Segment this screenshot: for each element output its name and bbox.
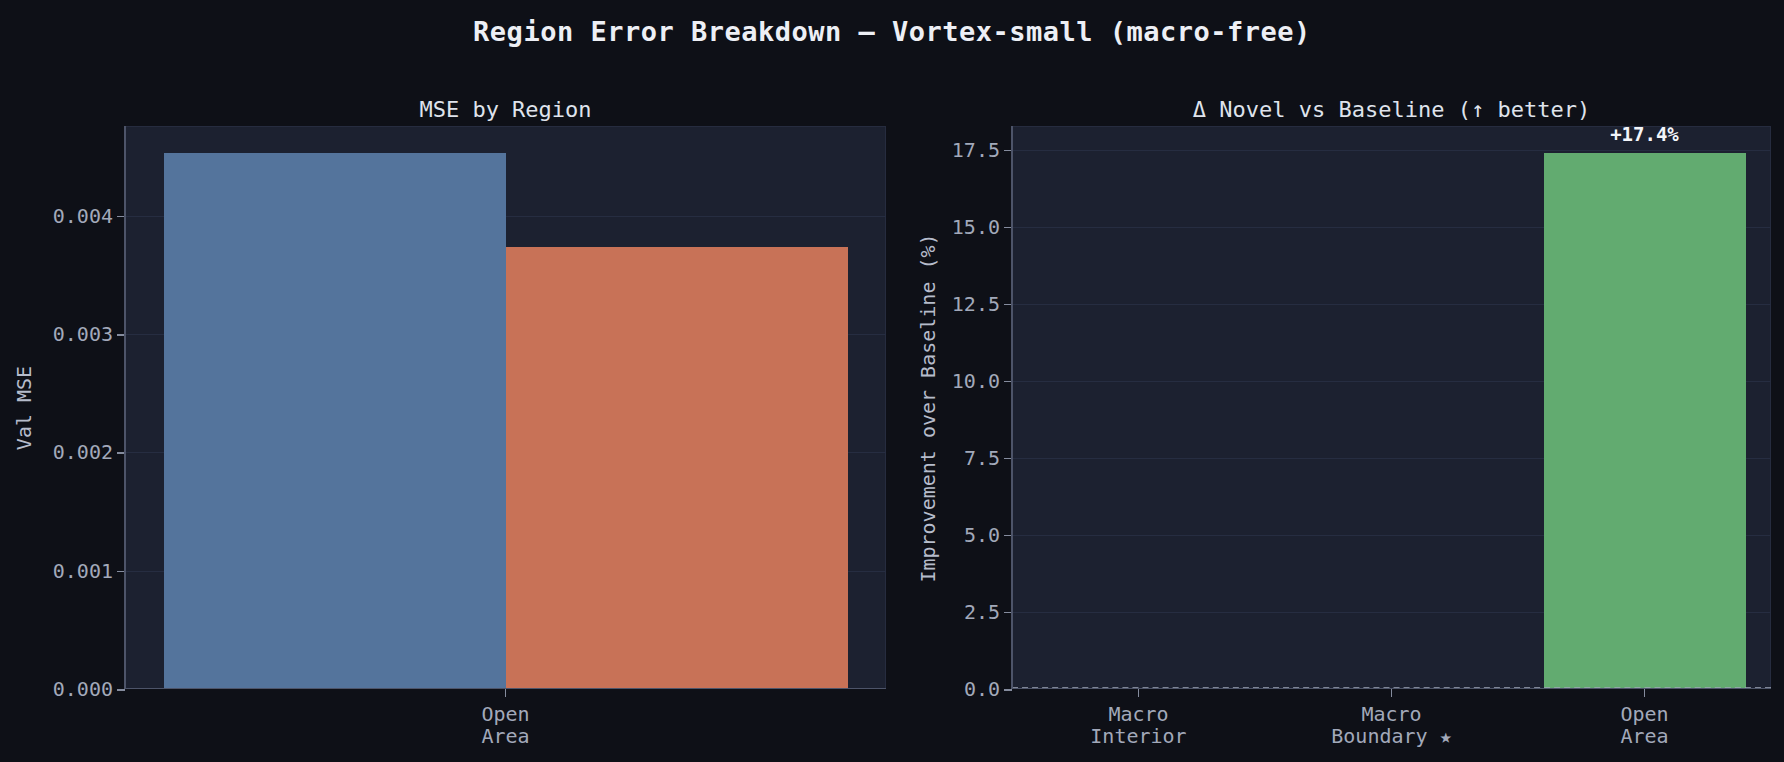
y-tick-label: 5.0 <box>920 524 1000 546</box>
figure-canvas: Region Error Breakdown — Vortex-small (m… <box>0 0 1784 762</box>
y-tickmark <box>1004 689 1012 691</box>
bar-novel-0 <box>506 247 848 689</box>
x-category-label: Open Area <box>1525 703 1765 747</box>
left-spine <box>124 126 126 689</box>
x-category-label: Macro Boundary ★ <box>1272 703 1512 747</box>
y-tick-label: 0.001 <box>33 560 113 582</box>
x-tickmark <box>1138 689 1140 697</box>
x-tickmark <box>1391 689 1393 697</box>
y-tick-label: 10.0 <box>920 370 1000 392</box>
y-tick-label: 0.004 <box>33 205 113 227</box>
y-tick-label: 0.000 <box>33 678 113 700</box>
y-tick-label: 17.5 <box>920 139 1000 161</box>
bar-baseline-0 <box>164 153 506 689</box>
bottom-spine <box>1012 688 1771 690</box>
bar-value-annotation: +17.4% <box>1610 123 1679 145</box>
left-y-axis-label: Val MSE <box>12 366 36 450</box>
y-tick-label: 0.002 <box>33 441 113 463</box>
left-chart-title: MSE by Region <box>125 97 886 122</box>
y-tick-label: 12.5 <box>920 293 1000 315</box>
y-tick-label: 0.003 <box>33 323 113 345</box>
bottom-spine <box>125 688 886 690</box>
y-tick-label: 0.0 <box>920 678 1000 700</box>
right-chart-title: Δ Novel vs Baseline (↑ better) <box>1012 97 1771 122</box>
y-tick-label: 2.5 <box>920 601 1000 623</box>
gridline <box>1012 150 1771 151</box>
x-category-label: Open Area <box>386 703 626 747</box>
figure-title: Region Error Breakdown — Vortex-small (m… <box>0 16 1784 47</box>
x-tickmark <box>505 689 507 697</box>
y-tick-label: 7.5 <box>920 447 1000 469</box>
y-tick-label: 15.0 <box>920 216 1000 238</box>
x-tickmark <box>1644 689 1646 697</box>
bar-improvement-2 <box>1544 153 1746 689</box>
x-category-label: Macro Interior <box>1019 703 1259 747</box>
y-tickmark <box>117 689 125 691</box>
left-spine <box>1011 126 1013 689</box>
